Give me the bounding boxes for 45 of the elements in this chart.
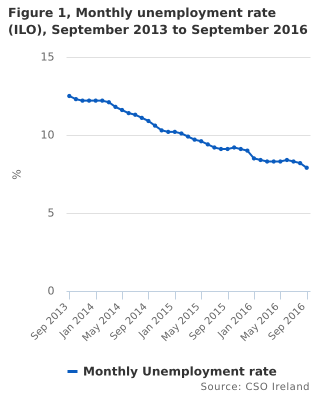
source-note: Source: CSO Ireland (200, 382, 310, 393)
point (166, 130, 170, 134)
point (100, 98, 104, 103)
point (106, 100, 111, 104)
point (199, 139, 204, 144)
point (179, 131, 184, 136)
point (278, 159, 282, 164)
point (186, 134, 190, 139)
point (74, 97, 78, 102)
point (218, 146, 224, 152)
point (152, 124, 158, 128)
point (120, 108, 124, 112)
point (206, 142, 210, 146)
point (146, 118, 151, 124)
point (160, 128, 164, 132)
y-axis-title: % (10, 169, 24, 180)
point (258, 158, 263, 162)
point (225, 146, 230, 152)
point (172, 130, 177, 134)
point (265, 159, 270, 164)
point (94, 98, 98, 103)
chart-title: Figure 1, Monthly unemployment rate (ILO), September 2013 to September 2016 (8, 4, 308, 38)
y-tick-label: 5 (48, 206, 54, 220)
point (245, 148, 250, 153)
y-tick-label: 0 (48, 284, 54, 298)
point (238, 146, 243, 152)
point (212, 145, 216, 150)
y-tick-label: 15 (40, 50, 54, 64)
point (304, 166, 309, 170)
point (140, 116, 144, 120)
point (272, 159, 276, 164)
point (86, 98, 92, 103)
point (232, 145, 236, 150)
point (192, 138, 197, 142)
point (80, 98, 85, 103)
legend-label: Monthly Unemployment rate (83, 364, 277, 378)
y-tick-label: 10 (40, 128, 54, 142)
point (67, 94, 72, 98)
point (298, 160, 302, 166)
point (126, 111, 131, 116)
point (133, 112, 138, 117)
point (291, 159, 296, 164)
point (252, 156, 256, 161)
point (284, 158, 290, 162)
point (113, 104, 118, 110)
